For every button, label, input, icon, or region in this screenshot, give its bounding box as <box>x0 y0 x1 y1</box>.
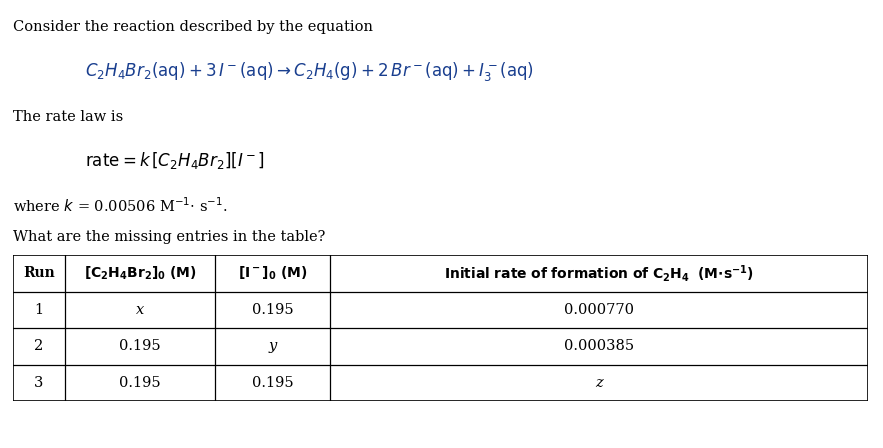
Text: 0.195: 0.195 <box>119 339 161 353</box>
Text: where $k$ = 0.00506 M$^{-1}$$\cdot$ s$^{-1}$.: where $k$ = 0.00506 M$^{-1}$$\cdot$ s$^{… <box>13 196 228 215</box>
Text: The rate law is: The rate law is <box>13 110 124 124</box>
Text: $\mathbf{[I^-]_0\ (M)}$: $\mathbf{[I^-]_0\ (M)}$ <box>238 265 307 282</box>
Text: 3: 3 <box>34 376 43 390</box>
Text: x: x <box>136 303 144 317</box>
Text: $\mathit{C}_2\mathit{H}_4\mathit{Br}_2\mathrm{(aq) + 3\,}\mathit{I}^-\mathrm{(aq: $\mathit{C}_2\mathit{H}_4\mathit{Br}_2\m… <box>85 60 534 83</box>
Text: $\mathrm{rate} = k\,[\mathit{C}_2\mathit{H}_4\mathit{Br}_2][\mathit{I}^-]$: $\mathrm{rate} = k\,[\mathit{C}_2\mathit… <box>85 150 265 171</box>
Text: 0.195: 0.195 <box>119 376 161 390</box>
Text: $\mathbf{Initial\ rate\ of\ formation\ of\ C_2H_4\ \ (M{\cdot}s^{-1})}$: $\mathbf{Initial\ rate\ of\ formation\ o… <box>444 263 754 284</box>
Text: 2: 2 <box>34 339 43 353</box>
Text: Run: Run <box>23 266 55 280</box>
Text: $\mathbf{[C_2H_4Br_2]_0}$ $\mathbf{(M)}$: $\mathbf{[C_2H_4Br_2]_0}$ $\mathbf{(M)}$ <box>84 265 196 282</box>
Text: z: z <box>595 376 603 390</box>
Text: 0.195: 0.195 <box>252 303 293 317</box>
Text: 0.000770: 0.000770 <box>564 303 634 317</box>
Text: 0.000385: 0.000385 <box>564 339 634 353</box>
Text: What are the missing entries in the table?: What are the missing entries in the tabl… <box>13 230 325 244</box>
Text: 1: 1 <box>34 303 43 317</box>
Text: y: y <box>268 339 276 353</box>
Text: Consider the reaction described by the equation: Consider the reaction described by the e… <box>13 20 373 34</box>
Text: 0.195: 0.195 <box>252 376 293 390</box>
